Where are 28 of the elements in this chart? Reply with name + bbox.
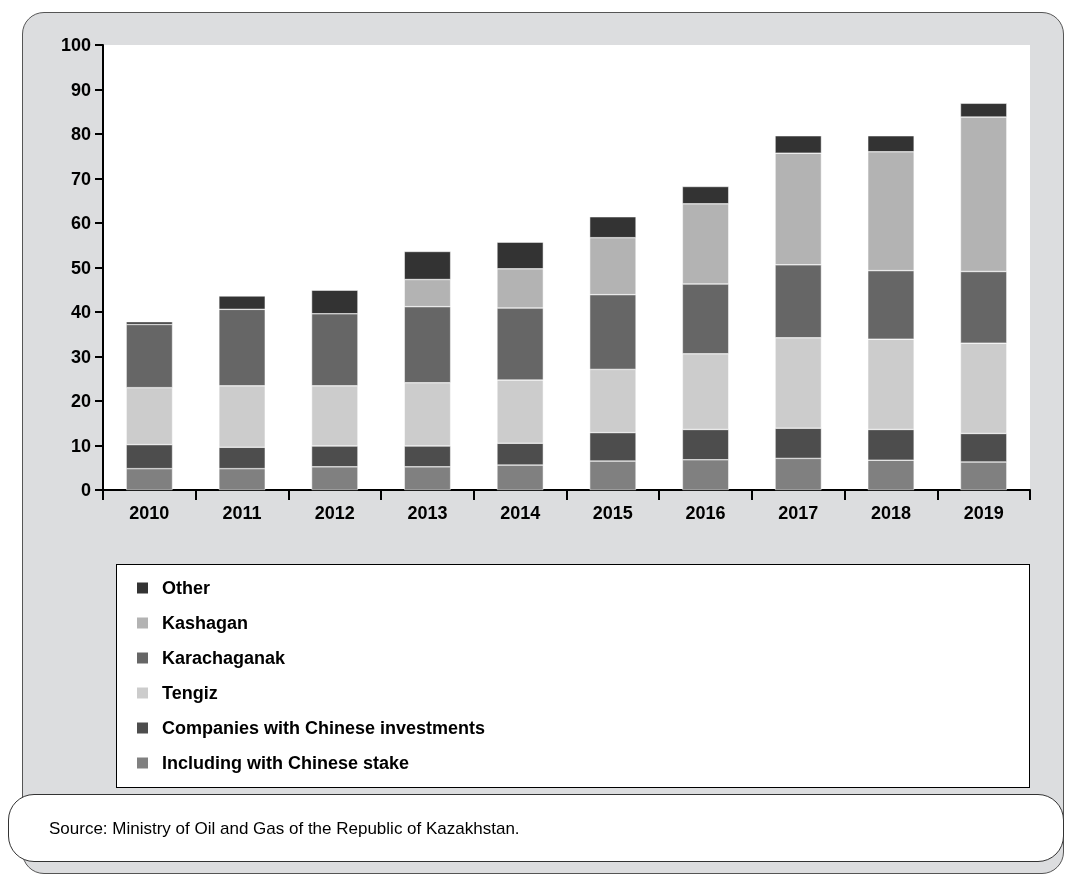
y-tick-label: 10 (70, 435, 91, 456)
x-tick-label: 2013 (407, 503, 448, 523)
y-tick-label: 40 (70, 302, 91, 322)
y-tick-label: 90 (70, 79, 91, 100)
source-note: Source: Ministry of Oil and Gas of the Republic of Kazakhstan. (8, 794, 1064, 862)
y-tick-label: 60 (70, 213, 91, 233)
x-tick-label: 2018 (870, 503, 911, 523)
x-tick-label: 2012 (314, 503, 355, 523)
legend-label: Companies with Chinese investments (162, 718, 486, 738)
legend-label: Kashagan (162, 613, 249, 633)
y-tick-label: 70 (70, 168, 91, 189)
legend-label: Including with Chinese stake (162, 753, 410, 773)
y-tick-label: 50 (70, 257, 91, 278)
x-tick-label: 2019 (963, 503, 1004, 523)
legend-label: Karachaganak (162, 648, 287, 668)
y-tick-label: 80 (70, 124, 91, 144)
y-tick-label: 20 (70, 391, 91, 411)
y-tick-label: 0 (80, 480, 91, 500)
x-tick-label: 2010 (129, 503, 170, 523)
y-tick-label: 100 (60, 35, 91, 55)
x-tick-label: 2017 (778, 503, 819, 523)
legend-label: Tengiz (162, 683, 218, 703)
y-tick-label: 30 (70, 346, 91, 367)
legend-label: Other (162, 578, 211, 598)
x-tick-label: 2014 (500, 503, 541, 523)
x-tick-label: 2015 (592, 503, 633, 523)
x-tick-label: 2016 (685, 503, 726, 523)
x-tick-label: 2011 (222, 503, 262, 523)
